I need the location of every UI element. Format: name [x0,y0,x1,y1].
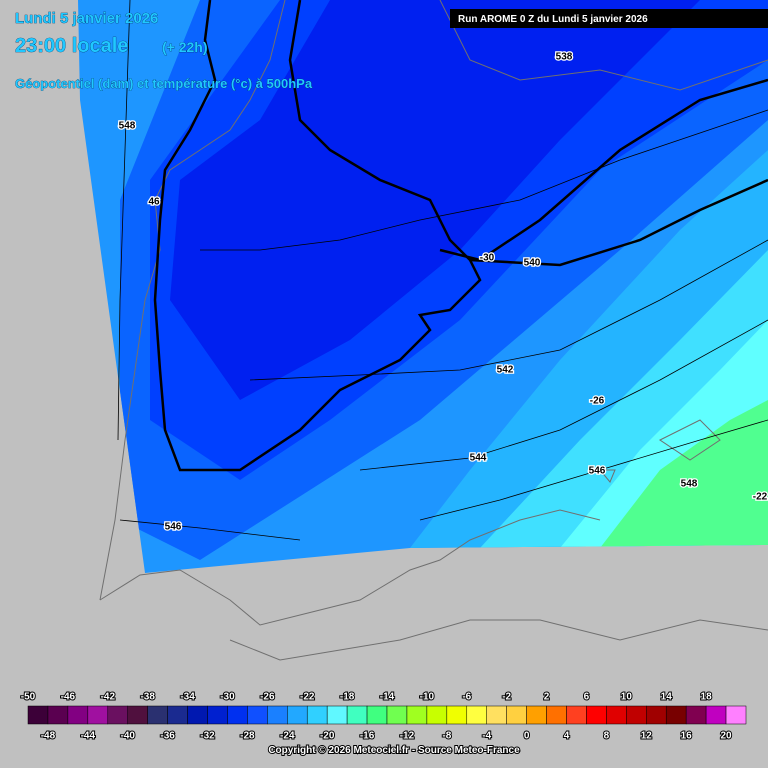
scale-swatch [207,705,228,725]
scale-label: -38 [140,692,155,703]
scale-label: 10 [621,692,633,703]
scale-swatch [87,705,109,725]
scale-label: 0 [524,731,530,742]
scale-label: -30 [220,692,235,703]
scale-swatch [366,705,388,725]
contour-label: -30 [480,253,495,264]
run-label: Run AROME 0 Z du Lundi 5 janvier 2026 [458,14,648,25]
contour-label: 538 [556,52,573,63]
scale-label: 2 [544,692,550,703]
scale-label: 18 [701,692,713,703]
scale-label: 4 [564,731,570,742]
contour-label: -22 [753,492,768,503]
scale-swatch [566,705,587,725]
time: 23:00 locale [15,35,128,57]
scale-swatch [586,705,607,725]
contour-label: 548 [119,121,136,132]
scale-swatch [127,705,148,725]
scale-swatch [346,705,368,725]
contour-labels: 538 548 46 -30 540 542 -26 544 546 548 -… [117,50,768,534]
date: Lundi 5 janvier 2026 [15,10,158,27]
scale-swatch [466,705,487,725]
scale-label: -14 [380,692,395,703]
contour-label: 540 [524,258,541,269]
scale-label: -32 [200,731,215,742]
coastlines [99,0,768,661]
scale-label: -10 [420,692,435,703]
scale-swatch [406,705,428,725]
scale-label: -6 [462,692,471,703]
scale-label: -48 [41,731,56,742]
scale-swatch [227,705,248,725]
scale-swatch [725,705,747,725]
scale-label: 12 [641,731,653,742]
scale-label: -22 [300,692,315,703]
scale-swatch [526,705,547,725]
scale-swatch [247,705,268,725]
isotherm [439,78,768,267]
scale-swatch [147,705,168,725]
scale-label: 20 [720,731,732,742]
run-box [450,9,768,28]
scale-label: -26 [260,692,275,703]
scale-swatch [306,705,328,725]
scale-swatch [426,705,448,725]
scale-label: -42 [101,692,116,703]
contour-label: 548 [681,479,698,490]
scale-label: 8 [604,731,610,742]
scale-swatch [646,705,667,725]
scale-swatch [27,705,49,725]
scale-swatch [446,705,468,725]
subtitle: Géopotentiel (dam) et température (°c) à… [15,76,313,91]
isotherm [153,0,482,472]
scale-label: -12 [400,731,415,742]
scale-swatch [386,705,408,725]
scale-swatch [606,705,627,725]
contour-label: 46 [148,197,160,208]
scale-label: -2 [502,692,511,703]
scale-label: 16 [681,731,693,742]
color-scale: -50 -46 -42 -38 -34 -30 -26 -22 -18 -14 -10 -6 -2 2 6 1… [20,691,747,743]
lead-time: (+ 22h) [162,39,208,55]
scale-label: -36 [160,731,175,742]
scale-label: 6 [584,692,590,703]
contour-label: -26 [590,396,605,407]
scale-swatch [167,705,188,725]
scale-label: -28 [240,731,255,742]
scale-label: -44 [81,731,96,742]
copyright: Copyright © 2026 Meteociel.fr - Source M… [268,745,520,756]
scale-swatch [107,705,128,725]
scale-swatch [665,705,687,725]
scale-label: -46 [61,692,76,703]
scale-swatch [326,705,348,725]
contours [117,0,768,541]
scale-label: -8 [442,731,451,742]
scale-label: 14 [661,692,673,703]
scale-swatch [546,705,567,725]
scale-swatch [67,705,89,725]
scale-swatch [705,705,727,725]
contour-label: 546 [165,522,182,533]
scale-swatch [187,705,208,725]
scale-swatch [287,705,308,725]
contour-label: 546 [589,466,606,477]
scale-label: -16 [360,731,375,742]
scale-swatch [506,705,527,725]
scale-label: -24 [280,731,295,742]
scale-swatch [626,705,647,725]
contour-label: 544 [470,453,487,464]
scale-label: -40 [120,731,135,742]
scale-swatch [486,705,507,725]
scale-swatch [685,705,707,725]
scale-swatch [47,705,69,725]
scale-label: -18 [340,692,355,703]
scale-label: -4 [482,731,491,742]
scale-label: -34 [180,692,195,703]
scale-label: -50 [21,692,36,703]
scale-label: -20 [320,731,335,742]
scale-swatch [267,705,288,725]
contour-label: 542 [497,365,514,376]
